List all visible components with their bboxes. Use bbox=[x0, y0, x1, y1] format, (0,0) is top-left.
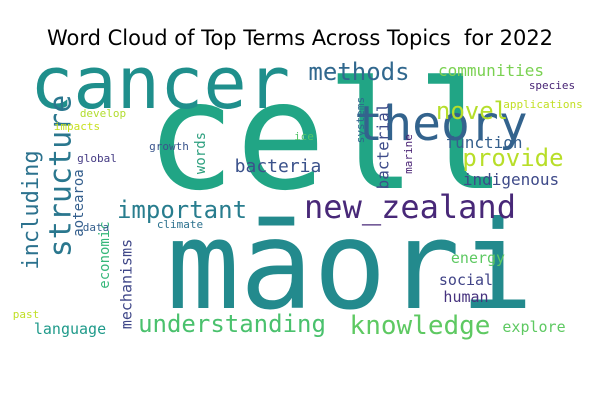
word-cell: cell bbox=[145, 50, 506, 224]
word-energy: energy bbox=[451, 249, 505, 267]
word-indigenous: indigenous bbox=[463, 170, 559, 189]
word-knowledge: knowledge bbox=[350, 311, 491, 341]
word-ice: ice bbox=[294, 130, 314, 143]
word-impacts: impacts bbox=[54, 120, 100, 133]
word-past: past bbox=[13, 308, 40, 321]
word-applications: applications bbox=[503, 98, 582, 111]
word-global: global bbox=[77, 152, 117, 165]
word-words: words bbox=[193, 132, 209, 174]
word-cancer: cancer bbox=[30, 41, 290, 125]
word-important: important bbox=[117, 196, 247, 224]
word-theory: theory bbox=[354, 96, 527, 152]
word-new-zealand: new_zealand bbox=[304, 188, 516, 226]
word-explore: explore bbox=[502, 318, 565, 336]
chart-title: Word Cloud of Top Terms Across Topics fo… bbox=[46, 26, 554, 50]
word-language: language bbox=[34, 320, 106, 338]
word-climate: climate bbox=[157, 218, 203, 231]
word-bacterial: bacterial bbox=[374, 103, 393, 190]
word-novel: novel bbox=[436, 97, 508, 125]
word-mechanisms: mechanisms bbox=[118, 239, 136, 329]
word-growth: growth bbox=[149, 140, 189, 153]
word-economic: economic bbox=[97, 221, 113, 288]
word-develop: develop bbox=[80, 107, 126, 120]
word-communities: communities bbox=[438, 61, 544, 80]
word-including: including bbox=[19, 150, 44, 269]
word-provide: provide bbox=[462, 144, 563, 172]
word-human: human bbox=[443, 288, 488, 306]
word-methods: methods bbox=[308, 58, 409, 86]
word-data: data bbox=[83, 221, 110, 234]
word-m-ori: māori bbox=[166, 195, 533, 337]
word-aotearoa: aotearoa bbox=[71, 169, 87, 236]
word-bacteria: bacteria bbox=[235, 156, 322, 177]
word-marine: marine bbox=[402, 134, 415, 174]
word-function: function bbox=[445, 133, 522, 152]
word-systems: systems bbox=[354, 97, 367, 143]
word-structure: structure bbox=[44, 95, 79, 258]
word-understanding: understanding bbox=[138, 310, 326, 338]
word-social: social bbox=[439, 271, 493, 289]
word-species: species bbox=[529, 79, 575, 92]
